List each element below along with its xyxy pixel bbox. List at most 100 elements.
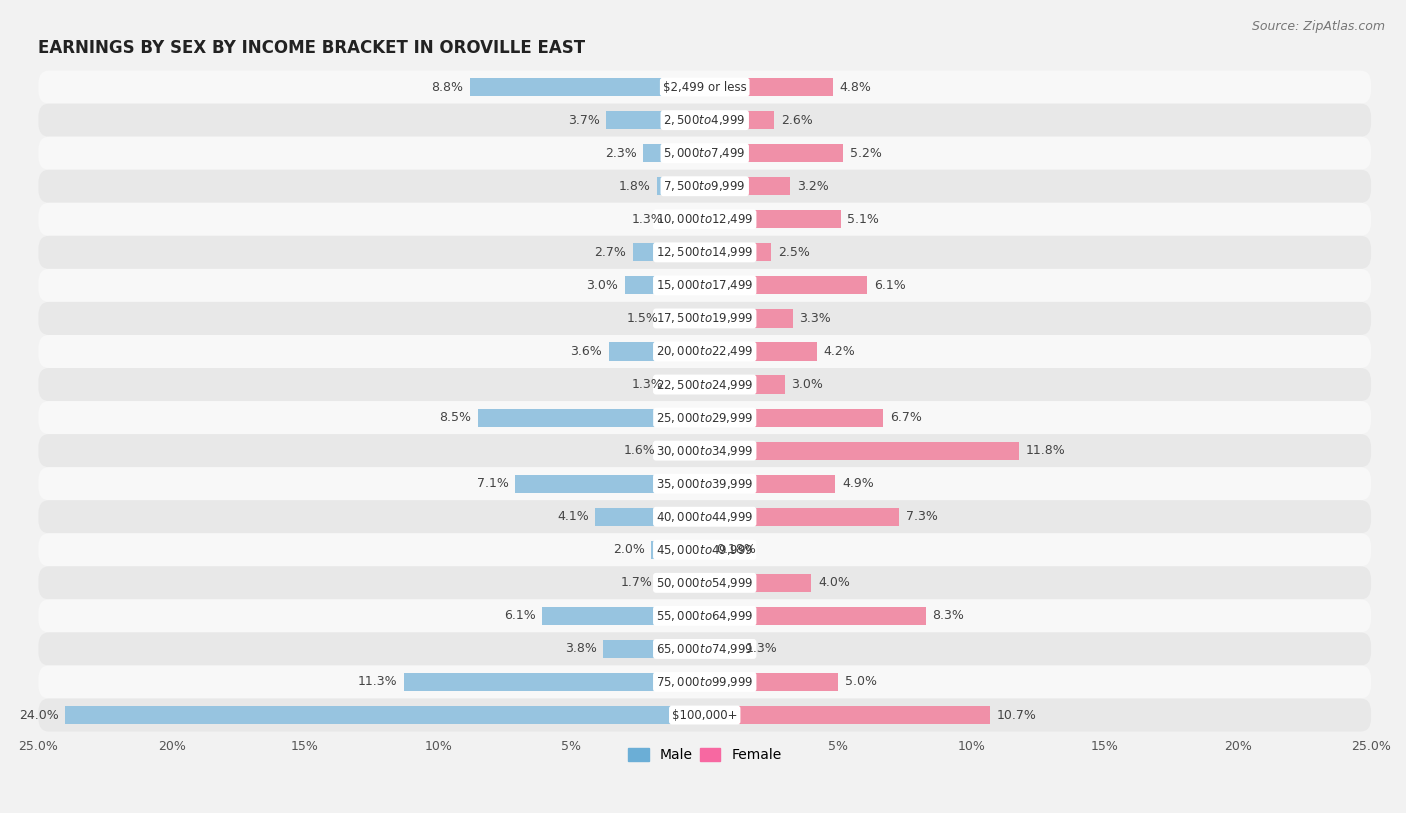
- Bar: [633, 243, 704, 262]
- Bar: [704, 342, 817, 361]
- Bar: [470, 78, 704, 96]
- Text: 1.3%: 1.3%: [631, 378, 664, 391]
- FancyBboxPatch shape: [38, 666, 1371, 698]
- Text: $10,000 to $12,499: $10,000 to $12,499: [657, 212, 754, 226]
- Text: 7.1%: 7.1%: [477, 477, 509, 490]
- FancyBboxPatch shape: [38, 500, 1371, 533]
- Bar: [704, 706, 990, 724]
- Bar: [704, 574, 811, 592]
- Text: 24.0%: 24.0%: [18, 709, 59, 721]
- Text: EARNINGS BY SEX BY INCOME BRACKET IN OROVILLE EAST: EARNINGS BY SEX BY INCOME BRACKET IN ORO…: [38, 39, 585, 58]
- Text: 2.6%: 2.6%: [780, 114, 813, 127]
- Text: 0.18%: 0.18%: [716, 543, 756, 556]
- Text: 3.7%: 3.7%: [568, 114, 599, 127]
- Text: 3.3%: 3.3%: [800, 312, 831, 325]
- Text: 8.3%: 8.3%: [932, 610, 965, 623]
- Text: $12,500 to $14,999: $12,500 to $14,999: [657, 246, 754, 259]
- Text: $45,000 to $49,999: $45,000 to $49,999: [657, 543, 754, 557]
- Text: 1.6%: 1.6%: [624, 444, 655, 457]
- Text: 2.3%: 2.3%: [605, 146, 637, 159]
- Bar: [704, 640, 740, 658]
- FancyBboxPatch shape: [38, 335, 1371, 368]
- Text: 4.1%: 4.1%: [557, 511, 589, 524]
- Text: 3.2%: 3.2%: [797, 180, 828, 193]
- Bar: [662, 441, 704, 459]
- Bar: [659, 574, 704, 592]
- Text: $55,000 to $64,999: $55,000 to $64,999: [657, 609, 754, 623]
- Text: 8.5%: 8.5%: [440, 411, 471, 424]
- Text: 1.3%: 1.3%: [747, 642, 778, 655]
- Text: 3.0%: 3.0%: [586, 279, 619, 292]
- Text: $2,499 or less: $2,499 or less: [662, 80, 747, 93]
- Text: 2.7%: 2.7%: [595, 246, 626, 259]
- FancyBboxPatch shape: [38, 236, 1371, 269]
- Text: $30,000 to $34,999: $30,000 to $34,999: [657, 444, 754, 458]
- Bar: [704, 673, 838, 691]
- Text: 3.0%: 3.0%: [792, 378, 824, 391]
- Text: 6.7%: 6.7%: [890, 411, 922, 424]
- Text: 4.2%: 4.2%: [824, 345, 855, 358]
- Bar: [665, 310, 704, 328]
- Text: $25,000 to $29,999: $25,000 to $29,999: [657, 411, 754, 424]
- Text: $7,500 to $9,999: $7,500 to $9,999: [664, 179, 747, 193]
- Text: 4.0%: 4.0%: [818, 576, 849, 589]
- Bar: [671, 211, 704, 228]
- FancyBboxPatch shape: [38, 633, 1371, 666]
- Bar: [704, 177, 790, 195]
- Bar: [65, 706, 704, 724]
- Text: $100,000+: $100,000+: [672, 709, 738, 721]
- Text: 11.3%: 11.3%: [357, 676, 396, 689]
- Bar: [543, 606, 704, 625]
- Text: 6.1%: 6.1%: [503, 610, 536, 623]
- Bar: [704, 408, 883, 427]
- FancyBboxPatch shape: [38, 567, 1371, 599]
- Text: 4.9%: 4.9%: [842, 477, 873, 490]
- Text: $22,500 to $24,999: $22,500 to $24,999: [657, 377, 754, 392]
- Text: $20,000 to $22,499: $20,000 to $22,499: [657, 345, 754, 359]
- FancyBboxPatch shape: [38, 103, 1371, 137]
- Bar: [704, 541, 710, 559]
- Text: 6.1%: 6.1%: [875, 279, 905, 292]
- FancyBboxPatch shape: [38, 533, 1371, 567]
- FancyBboxPatch shape: [38, 599, 1371, 633]
- Bar: [704, 243, 772, 262]
- Text: 3.8%: 3.8%: [565, 642, 596, 655]
- Text: 10.7%: 10.7%: [997, 709, 1036, 721]
- FancyBboxPatch shape: [38, 137, 1371, 170]
- Bar: [704, 78, 832, 96]
- Bar: [704, 376, 785, 393]
- Bar: [704, 111, 775, 129]
- Text: 11.8%: 11.8%: [1026, 444, 1066, 457]
- Text: $65,000 to $74,999: $65,000 to $74,999: [657, 642, 754, 656]
- Bar: [704, 211, 841, 228]
- FancyBboxPatch shape: [38, 302, 1371, 335]
- Bar: [624, 276, 704, 294]
- Bar: [671, 376, 704, 393]
- FancyBboxPatch shape: [38, 698, 1371, 732]
- Text: 1.7%: 1.7%: [621, 576, 652, 589]
- FancyBboxPatch shape: [38, 170, 1371, 202]
- Text: 1.8%: 1.8%: [619, 180, 650, 193]
- FancyBboxPatch shape: [38, 269, 1371, 302]
- FancyBboxPatch shape: [38, 401, 1371, 434]
- Text: $17,500 to $19,999: $17,500 to $19,999: [657, 311, 754, 325]
- Bar: [516, 475, 704, 493]
- Text: 8.8%: 8.8%: [432, 80, 464, 93]
- Text: 5.1%: 5.1%: [848, 213, 879, 226]
- Text: Source: ZipAtlas.com: Source: ZipAtlas.com: [1251, 20, 1385, 33]
- FancyBboxPatch shape: [38, 71, 1371, 103]
- Text: 5.2%: 5.2%: [851, 146, 882, 159]
- Text: 7.3%: 7.3%: [905, 511, 938, 524]
- FancyBboxPatch shape: [38, 434, 1371, 467]
- Bar: [704, 475, 835, 493]
- Text: $50,000 to $54,999: $50,000 to $54,999: [657, 576, 754, 590]
- Bar: [651, 541, 704, 559]
- Text: 2.5%: 2.5%: [778, 246, 810, 259]
- Text: 1.5%: 1.5%: [626, 312, 658, 325]
- FancyBboxPatch shape: [38, 467, 1371, 500]
- Bar: [609, 342, 704, 361]
- Text: $75,000 to $99,999: $75,000 to $99,999: [657, 675, 754, 689]
- Text: 5.0%: 5.0%: [845, 676, 877, 689]
- Text: $15,000 to $17,499: $15,000 to $17,499: [657, 278, 754, 293]
- Bar: [657, 177, 704, 195]
